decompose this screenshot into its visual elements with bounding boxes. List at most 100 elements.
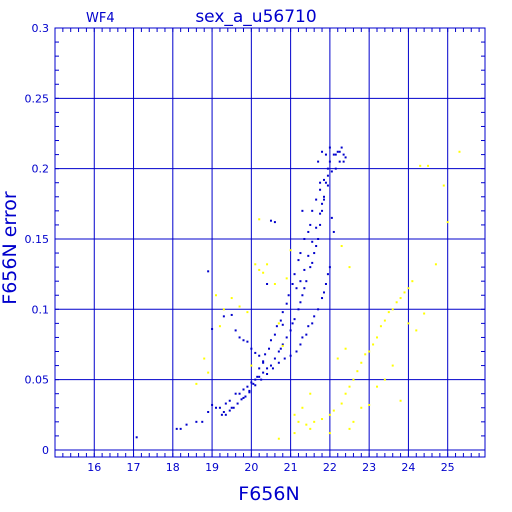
data-point (340, 245, 343, 248)
data-point (328, 432, 331, 435)
data-point (446, 221, 449, 224)
data-point (262, 371, 265, 374)
data-point (344, 156, 347, 159)
data-point (395, 301, 398, 304)
data-point (222, 410, 225, 413)
data-point (266, 367, 269, 370)
data-point (279, 319, 282, 322)
data-point (232, 406, 235, 409)
data-point (242, 388, 245, 391)
data-point (269, 219, 272, 222)
data-point (279, 347, 282, 350)
data-point (277, 350, 280, 353)
data-point (299, 280, 302, 283)
data-point (297, 259, 300, 262)
data-point (321, 150, 324, 153)
data-point (338, 160, 341, 163)
data-point (285, 336, 288, 339)
data-point (211, 403, 214, 406)
data-point (285, 277, 288, 280)
data-point (291, 282, 294, 285)
data-point (332, 230, 335, 233)
data-point (246, 311, 249, 314)
data-point (273, 221, 276, 224)
data-point (419, 164, 422, 167)
data-point (222, 315, 225, 318)
data-point (321, 202, 324, 205)
data-point (254, 378, 257, 381)
data-point (376, 336, 379, 339)
data-point (275, 325, 278, 328)
data-point (311, 322, 314, 325)
data-point (277, 361, 280, 364)
data-point (348, 266, 351, 269)
x-axis-label: F656N (238, 483, 299, 505)
data-point (336, 357, 339, 360)
data-point (311, 209, 314, 212)
data-point (309, 427, 312, 430)
data-point (326, 184, 329, 187)
data-point (175, 427, 178, 430)
data-point (240, 398, 243, 401)
data-point (220, 413, 223, 416)
data-point (293, 413, 296, 416)
data-point (230, 297, 233, 300)
data-point (391, 308, 394, 311)
data-point (319, 223, 322, 226)
data-point (215, 406, 218, 409)
data-point (403, 291, 406, 294)
data-point (277, 322, 280, 325)
plot-frame (54, 27, 486, 458)
data-point (246, 385, 249, 388)
data-point (297, 420, 300, 423)
data-point (324, 181, 327, 184)
y-tick-label: 0.05 (25, 374, 50, 387)
y-tick-label: 0.3 (32, 22, 50, 35)
x-tick-label: 24 (401, 461, 415, 474)
data-point (135, 436, 138, 439)
data-point (273, 333, 276, 336)
data-point (258, 375, 261, 378)
data-point (391, 364, 394, 367)
data-point (415, 329, 418, 332)
x-tick-label: 18 (166, 461, 180, 474)
data-point (344, 347, 347, 350)
data-point (277, 437, 280, 440)
data-point (218, 406, 221, 409)
data-point (293, 318, 296, 321)
data-point (260, 378, 263, 381)
data-point (252, 382, 255, 385)
data-point (368, 350, 371, 353)
data-point (273, 357, 276, 360)
data-point (313, 315, 316, 318)
data-point (399, 399, 402, 402)
data-point (407, 287, 410, 290)
data-point (427, 164, 430, 167)
data-point (281, 343, 284, 346)
data-point (317, 237, 320, 240)
data-point (319, 181, 322, 184)
data-point (250, 347, 253, 350)
data-point (299, 252, 302, 255)
y-tick-labels: 0 0.05 0.1 0.15 0.2 0.25 0.3 (25, 22, 50, 457)
data-point (326, 174, 329, 177)
data-point (328, 266, 331, 269)
y-tick-label: 0 (42, 444, 49, 457)
data-point (305, 280, 308, 283)
data-point (383, 319, 386, 322)
data-point (228, 399, 231, 402)
data-point (324, 153, 327, 156)
data-point (207, 371, 210, 374)
x-tick-label: 21 (284, 461, 298, 474)
data-point (387, 311, 390, 314)
data-point (303, 237, 306, 240)
data-point (311, 240, 314, 243)
data-point (242, 339, 245, 342)
data-point (254, 263, 257, 266)
minor-ticks (54, 27, 485, 457)
data-point (307, 254, 310, 257)
x-tick-label: 16 (87, 461, 101, 474)
data-point (230, 406, 233, 409)
data-point (303, 268, 306, 271)
